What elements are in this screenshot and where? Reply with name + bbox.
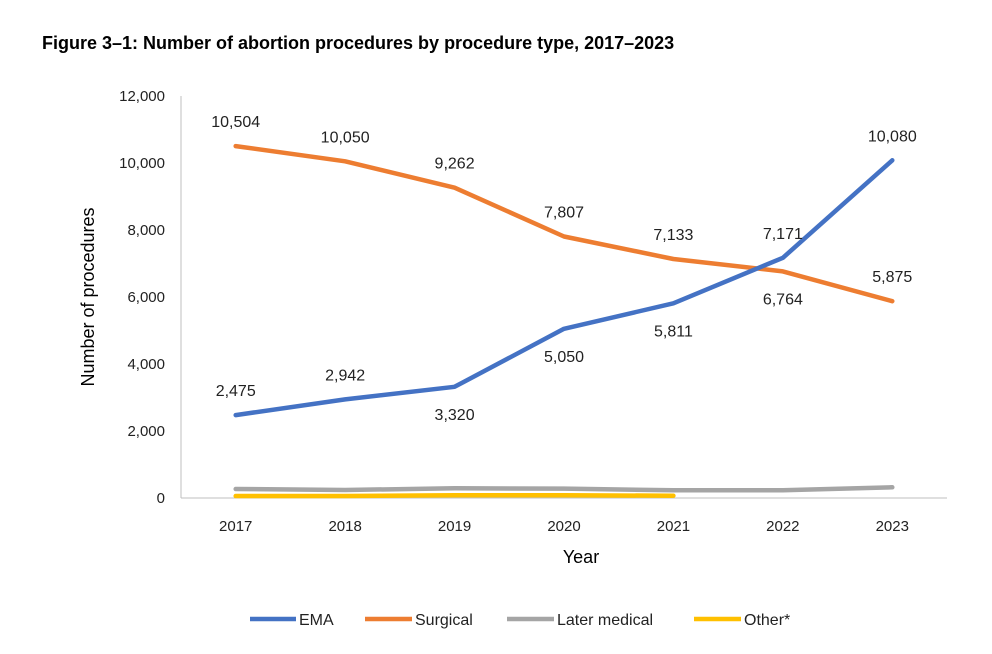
x-tick-label: 2017 (219, 518, 252, 535)
chart-title: Figure 3–1: Number of abortion procedure… (42, 33, 675, 53)
legend-label: Surgical (415, 612, 473, 629)
x-tick-label: 2023 (876, 518, 909, 535)
x-tick-label: 2019 (438, 518, 471, 535)
data-label: 7,171 (763, 226, 803, 243)
data-label: 3,320 (435, 407, 475, 424)
data-label: 2,475 (216, 383, 256, 400)
data-label: 5,050 (544, 349, 584, 366)
data-label: 2,942 (325, 367, 365, 384)
y-tick-label: 10,000 (119, 155, 165, 172)
data-label: 6,764 (763, 291, 803, 308)
data-label: 10,080 (868, 128, 917, 145)
data-label: 10,050 (321, 129, 370, 146)
y-tick-label: 2,000 (127, 423, 165, 440)
legend-label: Later medical (557, 612, 653, 629)
series-line-surgical (233, 143, 895, 304)
y-tick-label: 12,000 (119, 88, 165, 105)
series-line-later-medical (233, 485, 895, 493)
y-axis-title: Number of procedures (78, 207, 98, 386)
y-axis-ticks: 0 2,000 4,000 6,000 8,000 10,000 12,000 (119, 88, 165, 507)
y-tick-label: 4,000 (127, 356, 165, 373)
legend: EMA Surgical Later medical Other* (250, 612, 790, 629)
x-axis-ticks: 2017 2018 2019 2020 2021 2022 2023 (219, 518, 909, 535)
data-labels: 2,475 2,942 3,320 5,050 5,811 7,171 10,080 10,5… (211, 114, 917, 424)
legend-label: EMA (299, 612, 334, 629)
x-axis-title: Year (563, 547, 599, 567)
x-tick-label: 2018 (328, 518, 361, 535)
data-label: 7,133 (653, 227, 693, 244)
series-line-other (233, 493, 676, 499)
legend-label: Other* (744, 612, 790, 629)
y-tick-label: 6,000 (127, 289, 165, 306)
x-tick-label: 2021 (657, 518, 690, 535)
data-label: 10,504 (211, 114, 260, 131)
x-tick-label: 2020 (547, 518, 580, 535)
series-line-ema (233, 158, 895, 418)
series-lines (233, 143, 895, 499)
y-tick-label: 8,000 (127, 222, 165, 239)
y-tick-label: 0 (157, 490, 165, 507)
data-label: 5,811 (654, 323, 693, 340)
data-label: 7,807 (544, 204, 584, 221)
data-label: 9,262 (435, 156, 475, 173)
data-label: 5,875 (872, 269, 912, 286)
x-tick-label: 2022 (766, 518, 799, 535)
